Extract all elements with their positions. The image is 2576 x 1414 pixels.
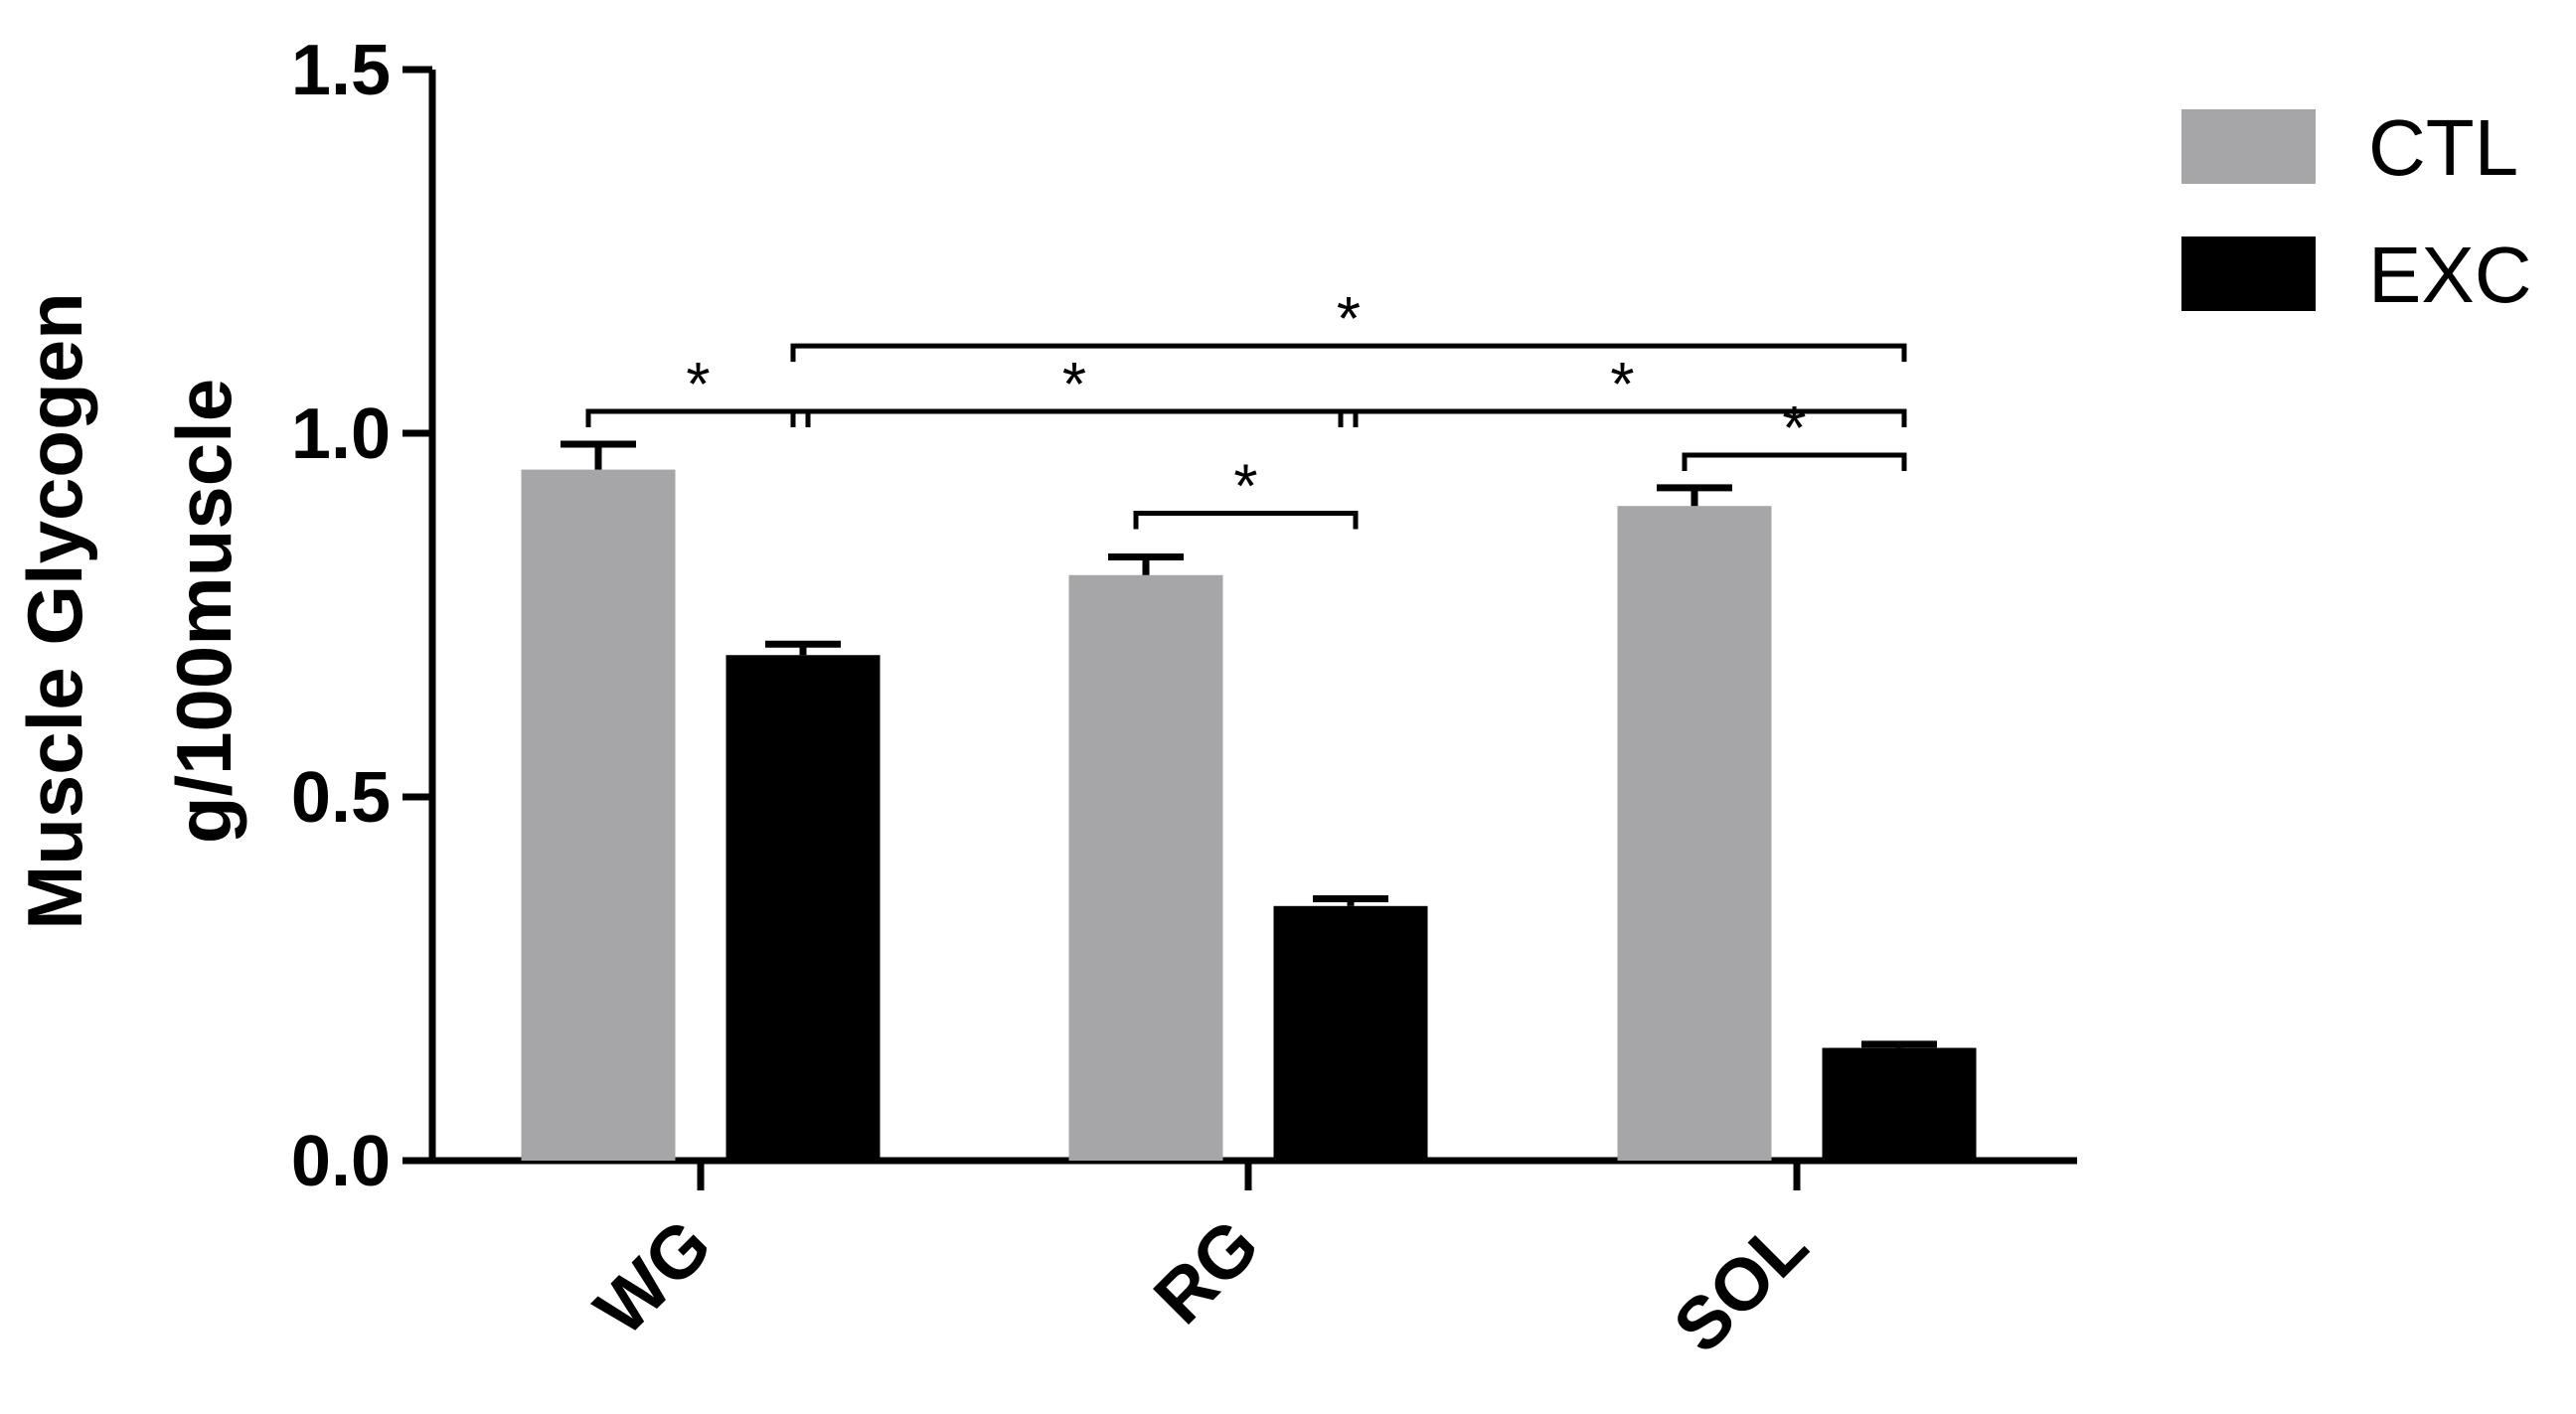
significance-marker: *	[1062, 351, 1086, 419]
significance-bracket	[1133, 511, 1359, 530]
legend-swatch-ctl	[2181, 109, 2316, 184]
bar-ctl-rg	[1068, 574, 1223, 1161]
bar-exc-sol	[1822, 1047, 1977, 1161]
y-axis-label-line-1: Muscle Glycogen	[11, 292, 98, 930]
x-tick-label: WG	[579, 1203, 727, 1351]
legend-label-exc: EXC	[2368, 231, 2532, 319]
bar-exc-rg	[1273, 905, 1428, 1161]
bar-ctl-wg	[521, 469, 676, 1162]
plot-area: 0.0 0.5 1.0 1.5 WG RG SOL * * * * * *	[291, 31, 2077, 1368]
y-axis-label-line-2: g/100muscle	[160, 379, 247, 844]
x-tick-label: SOL	[1658, 1203, 1823, 1368]
significance-marker: *	[1337, 285, 1361, 354]
y-tick-label: 1.0	[291, 394, 391, 474]
significance-bracket	[790, 408, 1359, 428]
legend-swatch-exc	[2181, 236, 2316, 311]
significance-marker: *	[1610, 351, 1634, 419]
legend: CTL EXC	[2181, 103, 2532, 319]
significance-marker: *	[1782, 394, 1806, 463]
y-tick-label: 1.5	[291, 31, 391, 110]
bar-ctl-sol	[1617, 506, 1772, 1161]
y-tick-label: 0.5	[291, 758, 391, 838]
bar-exc-wg	[725, 655, 881, 1161]
y-axis-label: Muscle Glycogen g/100muscle	[11, 292, 247, 930]
significance-marker: *	[686, 351, 710, 419]
significance-bracket	[1338, 408, 1907, 428]
significance-bracket	[790, 343, 1907, 363]
significance-marker: *	[1233, 453, 1257, 522]
legend-label-ctl: CTL	[2368, 103, 2518, 192]
x-tick-label: RG	[1138, 1203, 1274, 1339]
significance-bracket	[585, 408, 811, 428]
y-tick-label: 0.0	[291, 1122, 391, 1201]
significance-bracket	[1682, 452, 1907, 471]
